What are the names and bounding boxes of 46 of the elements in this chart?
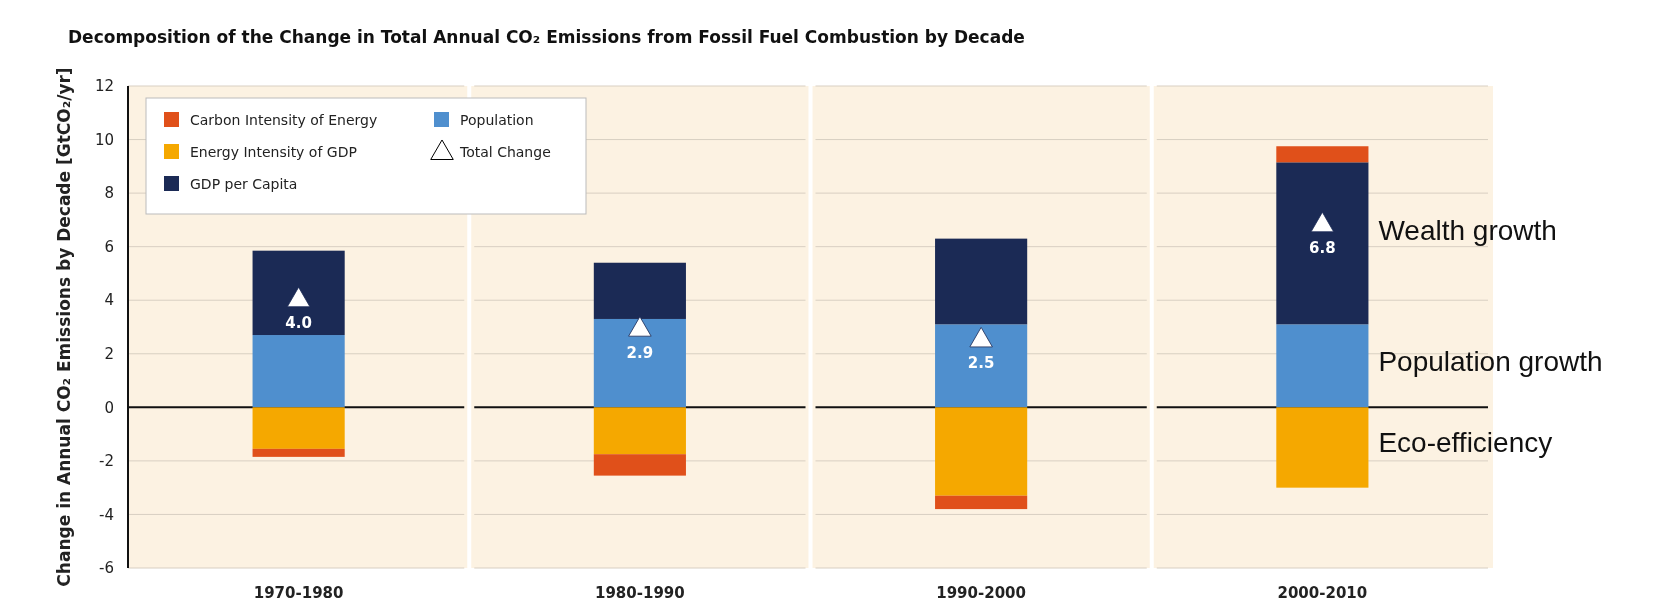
- x-tick-label: 1970-1980: [253, 584, 344, 602]
- bar: [252, 250, 345, 336]
- y-axis-title: Change in Annual CO₂ Emissions by Decade [GtCO₂/yr]: [54, 67, 74, 587]
- legend-label: Energy Intensity of GDP: [190, 144, 357, 160]
- x-tick-label: 2000-2010: [1277, 584, 1368, 602]
- y-tick-label: 4: [104, 291, 114, 310]
- data-label: 6.8: [1309, 239, 1336, 258]
- bar: [593, 318, 686, 408]
- bar: [252, 407, 345, 449]
- y-tick-label: 10: [94, 130, 114, 149]
- bar: [1276, 146, 1369, 163]
- x-tick-label: 1990-2000: [936, 584, 1026, 602]
- legend-label: Population: [460, 112, 534, 128]
- data-label: 2.5: [967, 354, 995, 373]
- data-label: 2.9: [626, 343, 654, 362]
- y-tick-label: -4: [99, 505, 114, 524]
- point: [628, 316, 652, 337]
- bar: [935, 495, 1028, 510]
- bar: [252, 448, 345, 457]
- x-tick-label: 1980-1990: [595, 584, 685, 602]
- bar: [935, 407, 1028, 496]
- bar: [935, 238, 1028, 325]
- y-tick-label: 8: [104, 184, 114, 203]
- bar: [252, 335, 345, 408]
- data-label: 4.0: [285, 314, 312, 333]
- bar: [593, 407, 686, 455]
- annotation: Wealth growth: [1378, 215, 1557, 247]
- legend-label: GDP per Capita: [190, 176, 298, 192]
- chart-title: Decomposition of the Change in Total Annual CO₂ Emissions from Fossil Fuel Combustion by Decade: [68, 27, 1025, 47]
- y-tick-label: 0: [104, 398, 114, 417]
- bar: [1276, 324, 1369, 408]
- bar: [1276, 407, 1369, 488]
- y-tick-label: -6: [99, 559, 114, 578]
- y-tick-label: -2: [99, 452, 114, 471]
- legend-label: Total Change: [459, 144, 551, 160]
- legend-label: Carbon Intensity of Energy: [190, 112, 378, 128]
- annotation: Eco-efficiency: [1378, 427, 1553, 459]
- bar: [1276, 162, 1369, 325]
- y-tick-label: 2: [104, 345, 114, 364]
- y-tick-label: 6: [104, 237, 114, 256]
- bar: [935, 324, 1028, 408]
- point: [1310, 211, 1335, 233]
- bar: [593, 454, 686, 476]
- annotation: Population growth: [1378, 345, 1603, 377]
- point: [969, 326, 993, 348]
- y-tick-label: 12: [94, 77, 114, 96]
